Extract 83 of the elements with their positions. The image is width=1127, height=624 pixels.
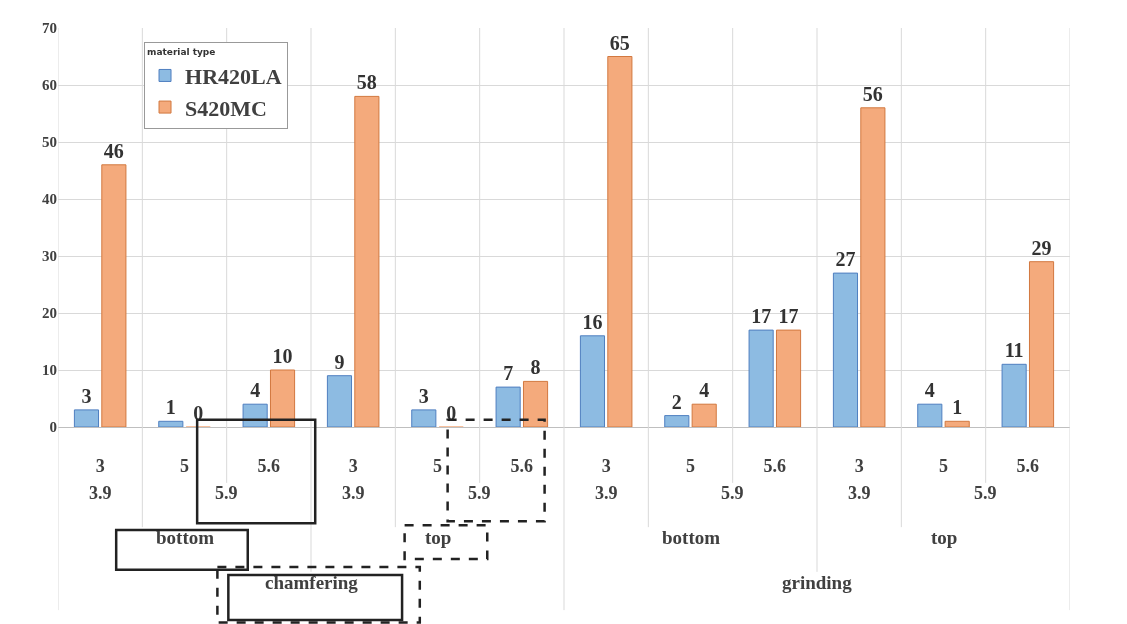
data-label: 4 bbox=[250, 379, 261, 402]
bar bbox=[748, 329, 774, 427]
text: bottom bbox=[662, 527, 721, 548]
bar bbox=[354, 95, 380, 427]
text: 5.9 bbox=[974, 483, 997, 503]
y-tick-label: 50 bbox=[42, 134, 57, 151]
bar bbox=[917, 403, 943, 427]
x-tick-label: 5 bbox=[180, 455, 189, 476]
y-tick-label: 30 bbox=[42, 248, 57, 265]
text: 5.9 bbox=[721, 483, 744, 503]
y-tick-label: 60 bbox=[42, 77, 57, 94]
bar bbox=[73, 409, 100, 427]
text: 5.9 bbox=[468, 483, 491, 503]
x-tick-label: 5.6 bbox=[763, 455, 787, 476]
bar bbox=[832, 272, 859, 427]
data-label: 56 bbox=[862, 82, 883, 105]
text: grinding bbox=[782, 572, 853, 593]
x-tick-label: 5.6 bbox=[1016, 455, 1040, 476]
x-tick-label: 5.6 bbox=[510, 455, 534, 476]
bar bbox=[411, 409, 437, 427]
x-tick-label: 3 bbox=[854, 455, 864, 476]
bar bbox=[775, 329, 802, 427]
x-tick-label: 5 bbox=[433, 455, 442, 476]
text: top bbox=[931, 527, 958, 548]
text: top bbox=[425, 527, 452, 548]
bar bbox=[495, 386, 521, 427]
data-label: 1 bbox=[952, 396, 963, 419]
x-tick-label: 3 bbox=[95, 455, 105, 476]
text: chamfering bbox=[265, 572, 359, 593]
x-tick-label: 3 bbox=[348, 455, 358, 476]
data-label: 9 bbox=[334, 350, 345, 373]
data-label: 16 bbox=[582, 310, 603, 333]
y-tick-label: 70 bbox=[42, 20, 57, 37]
bar bbox=[158, 420, 184, 427]
data-label: 0 bbox=[446, 402, 457, 424]
text: 3.9 bbox=[848, 483, 871, 503]
x-tick-label: 5.6 bbox=[257, 455, 281, 476]
data-label: 11 bbox=[1004, 339, 1024, 362]
legend-label: S420MC bbox=[185, 95, 267, 121]
data-label: 58 bbox=[356, 71, 377, 94]
bar bbox=[269, 369, 296, 427]
data-label: 7 bbox=[503, 362, 514, 385]
y-tick-label: 0 bbox=[49, 419, 57, 436]
data-label: 3 bbox=[81, 384, 92, 407]
x-tick-label: 5 bbox=[939, 455, 948, 476]
data-label: 46 bbox=[103, 139, 124, 162]
x-tick-label: 5 bbox=[686, 455, 695, 476]
bar bbox=[944, 420, 970, 427]
data-label: 17 bbox=[751, 305, 772, 328]
data-label: 17 bbox=[778, 305, 799, 328]
data-label: 8 bbox=[530, 356, 541, 379]
y-tick-label: 20 bbox=[42, 305, 57, 322]
data-label: 3 bbox=[418, 384, 429, 407]
y-tick-label: 10 bbox=[42, 362, 57, 379]
text: 3.9 bbox=[89, 483, 112, 503]
text: bottom bbox=[156, 527, 215, 548]
bar bbox=[522, 380, 549, 427]
data-label: 1 bbox=[165, 396, 176, 419]
data-label: 4 bbox=[924, 379, 935, 402]
legend-label: HR420LA bbox=[185, 64, 282, 90]
data-label: 65 bbox=[609, 31, 630, 54]
data-label: 29 bbox=[1031, 236, 1052, 259]
bar bbox=[242, 403, 268, 427]
bar bbox=[1001, 363, 1027, 427]
legend-title: material type bbox=[147, 46, 216, 57]
bar bbox=[1028, 261, 1055, 427]
bar bbox=[691, 403, 717, 427]
bar bbox=[607, 56, 633, 427]
text: 3.9 bbox=[342, 483, 365, 503]
bar bbox=[326, 375, 353, 427]
bar bbox=[664, 415, 690, 427]
bar bbox=[860, 107, 886, 427]
text: 5.9 bbox=[215, 483, 238, 503]
bar bbox=[101, 164, 127, 427]
data-label: 2 bbox=[671, 390, 682, 413]
x-tick-label: 3 bbox=[601, 455, 611, 476]
data-label: 27 bbox=[835, 248, 856, 271]
y-tick-label: 40 bbox=[42, 191, 57, 208]
data-label: 10 bbox=[272, 345, 293, 367]
data-label: 4 bbox=[699, 379, 710, 402]
data-label: 0 bbox=[193, 402, 204, 424]
text: 3.9 bbox=[595, 483, 618, 503]
bar bbox=[579, 335, 606, 427]
